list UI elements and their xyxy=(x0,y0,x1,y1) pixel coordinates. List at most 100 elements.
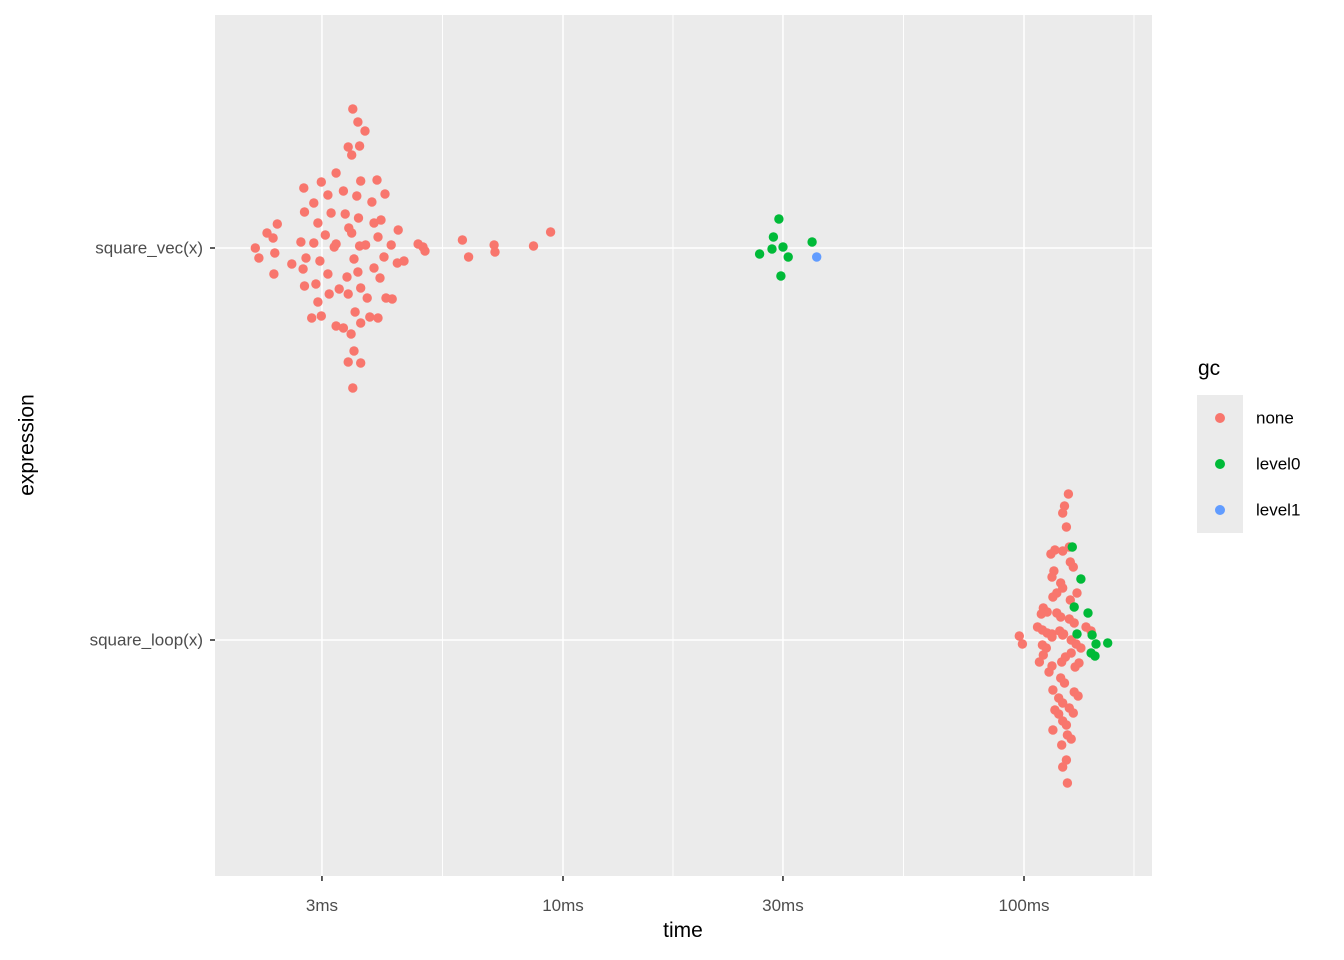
point-none xyxy=(356,176,366,186)
point-none xyxy=(354,141,365,151)
point-none xyxy=(353,267,363,277)
point-none xyxy=(301,253,311,263)
point-none xyxy=(1069,618,1079,628)
point-level0 xyxy=(774,214,784,224)
legend-label: level1 xyxy=(1256,500,1301,520)
point-level0 xyxy=(754,249,765,259)
point-none xyxy=(254,253,264,263)
grid-minor-lines xyxy=(442,15,1135,876)
point-none xyxy=(346,329,356,339)
point-none xyxy=(320,230,330,240)
point-none xyxy=(1036,609,1047,619)
point-none xyxy=(331,321,341,331)
legend-key-level1 xyxy=(1197,487,1243,533)
point-none xyxy=(490,247,500,257)
point-level0 xyxy=(1103,638,1113,648)
point-none xyxy=(367,197,377,207)
point-none xyxy=(372,175,382,185)
point-none xyxy=(1058,698,1068,708)
point-level0 xyxy=(767,244,777,254)
point-none xyxy=(360,126,370,136)
point-none xyxy=(1072,588,1082,598)
point-none xyxy=(356,318,366,328)
legend-title: gc xyxy=(1198,357,1221,380)
point-none xyxy=(350,307,360,317)
point-level0 xyxy=(807,237,817,247)
point-none xyxy=(309,198,319,208)
point-none xyxy=(373,313,383,323)
point-none xyxy=(287,259,297,269)
point-none xyxy=(343,142,353,152)
point-none xyxy=(323,190,333,200)
legend-dot-level1 xyxy=(1215,505,1225,515)
point-none xyxy=(272,219,282,229)
point-none xyxy=(324,289,334,299)
point-none xyxy=(250,243,260,253)
point-none xyxy=(352,191,362,201)
point-level0 xyxy=(768,232,779,242)
x-tick-label: 10ms xyxy=(542,896,584,915)
plot-panel xyxy=(215,15,1152,876)
point-level0 xyxy=(1083,608,1093,618)
grid-major-lines xyxy=(215,15,1152,876)
point-none xyxy=(316,177,326,187)
point-none xyxy=(379,252,389,262)
x-axis-title: time xyxy=(663,919,703,942)
point-none xyxy=(338,323,349,333)
legend-dot-none xyxy=(1215,413,1225,423)
point-none xyxy=(1061,755,1072,765)
point-level0 xyxy=(1091,639,1101,649)
point-level0 xyxy=(1090,651,1100,661)
point-none xyxy=(1044,667,1054,677)
point-level0 xyxy=(778,242,788,252)
point-none xyxy=(323,269,333,279)
point-level0 xyxy=(1072,629,1082,639)
point-none xyxy=(349,254,359,264)
point-none xyxy=(1066,734,1076,744)
point-level0 xyxy=(783,252,793,262)
point-none xyxy=(313,218,323,228)
point-none xyxy=(1063,489,1074,499)
point-none xyxy=(528,241,539,251)
legend-label: level0 xyxy=(1256,454,1301,474)
point-level0 xyxy=(776,271,786,281)
point-none xyxy=(347,150,357,160)
point-none xyxy=(362,293,372,303)
point-none xyxy=(269,269,279,279)
point-none xyxy=(380,189,390,199)
point-none xyxy=(342,272,352,282)
point-none xyxy=(1058,508,1068,518)
point-none xyxy=(315,256,325,266)
point-none xyxy=(349,346,359,356)
point-none xyxy=(268,233,278,243)
x-tick-label: 30ms xyxy=(762,896,804,915)
axis-tick-marks xyxy=(210,247,1025,881)
point-none xyxy=(1059,678,1070,688)
point-none xyxy=(1054,709,1064,719)
point-none xyxy=(340,209,350,219)
point-none xyxy=(1056,612,1066,622)
point-none xyxy=(307,313,317,323)
data-points xyxy=(250,104,1113,788)
point-none xyxy=(420,246,430,256)
point-none xyxy=(1068,562,1079,572)
y-tick-label: square_vec(x) xyxy=(95,238,203,258)
point-none xyxy=(311,279,321,289)
point-none xyxy=(393,225,403,235)
point-none xyxy=(354,241,365,251)
point-none xyxy=(545,227,556,237)
point-none xyxy=(347,228,357,238)
point-level0 xyxy=(1076,574,1086,584)
point-none xyxy=(348,383,358,393)
point-none xyxy=(316,311,326,321)
point-none xyxy=(313,297,323,307)
point-none xyxy=(353,213,364,223)
legend-dot-level0 xyxy=(1215,459,1225,469)
point-none xyxy=(1058,762,1068,772)
point-none xyxy=(1017,639,1028,649)
point-none xyxy=(1058,630,1068,640)
point-level0 xyxy=(1069,602,1079,612)
point-none xyxy=(326,208,336,218)
point-none xyxy=(296,237,306,247)
